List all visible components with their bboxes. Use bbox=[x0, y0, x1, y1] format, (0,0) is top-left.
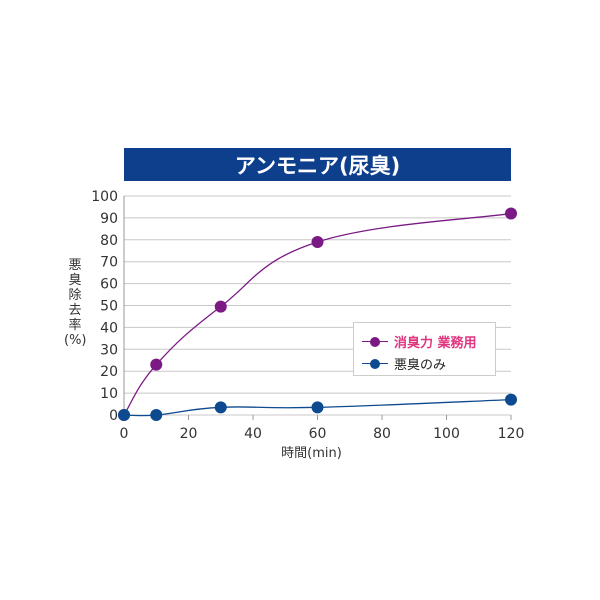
y-tick-label: 50 bbox=[100, 299, 118, 315]
y-tick-label: 70 bbox=[100, 255, 118, 271]
y-tick-label: 10 bbox=[100, 386, 118, 402]
data-point bbox=[150, 358, 163, 371]
x-tick-label: 120 bbox=[498, 426, 525, 442]
legend-marker bbox=[362, 336, 388, 347]
y-tick-label: 30 bbox=[100, 342, 118, 358]
y-tick-label: 40 bbox=[100, 320, 118, 336]
x-tick-label: 20 bbox=[180, 426, 198, 442]
data-point bbox=[150, 409, 163, 421]
x-tick-label: 60 bbox=[309, 426, 327, 442]
legend-item-series-1: 消臭力 業務用 bbox=[362, 332, 477, 351]
legend-label: 消臭力 業務用 bbox=[394, 336, 477, 351]
data-point bbox=[311, 401, 324, 414]
x-tick-label: 0 bbox=[120, 426, 129, 442]
data-point bbox=[505, 393, 517, 406]
x-tick-label: 100 bbox=[433, 426, 460, 442]
y-tick-label: 90 bbox=[100, 211, 118, 227]
data-point bbox=[118, 409, 130, 421]
legend-label: 悪臭のみ bbox=[394, 358, 447, 373]
y-tick-label: 60 bbox=[100, 277, 118, 293]
x-axis-label: 時間(min) bbox=[281, 446, 342, 461]
data-point bbox=[214, 300, 227, 313]
y-axis-label: 悪臭除去率(%) bbox=[64, 258, 87, 348]
chart-title: アンモニア(尿臭) bbox=[124, 148, 511, 181]
legend: 消臭力 業務用 悪臭のみ bbox=[353, 322, 496, 376]
y-tick-label: 80 bbox=[100, 233, 118, 249]
y-tick-label: 100 bbox=[91, 189, 118, 205]
legend-item-series-2: 悪臭のみ bbox=[362, 354, 446, 373]
data-point bbox=[311, 235, 324, 248]
data-point bbox=[505, 207, 517, 220]
x-tick-label: 40 bbox=[244, 426, 262, 442]
data-point bbox=[214, 401, 227, 414]
y-tick-label: 20 bbox=[100, 364, 118, 380]
x-tick-label: 80 bbox=[373, 426, 391, 442]
y-tick-label: 0 bbox=[109, 408, 118, 424]
legend-marker bbox=[362, 358, 388, 369]
